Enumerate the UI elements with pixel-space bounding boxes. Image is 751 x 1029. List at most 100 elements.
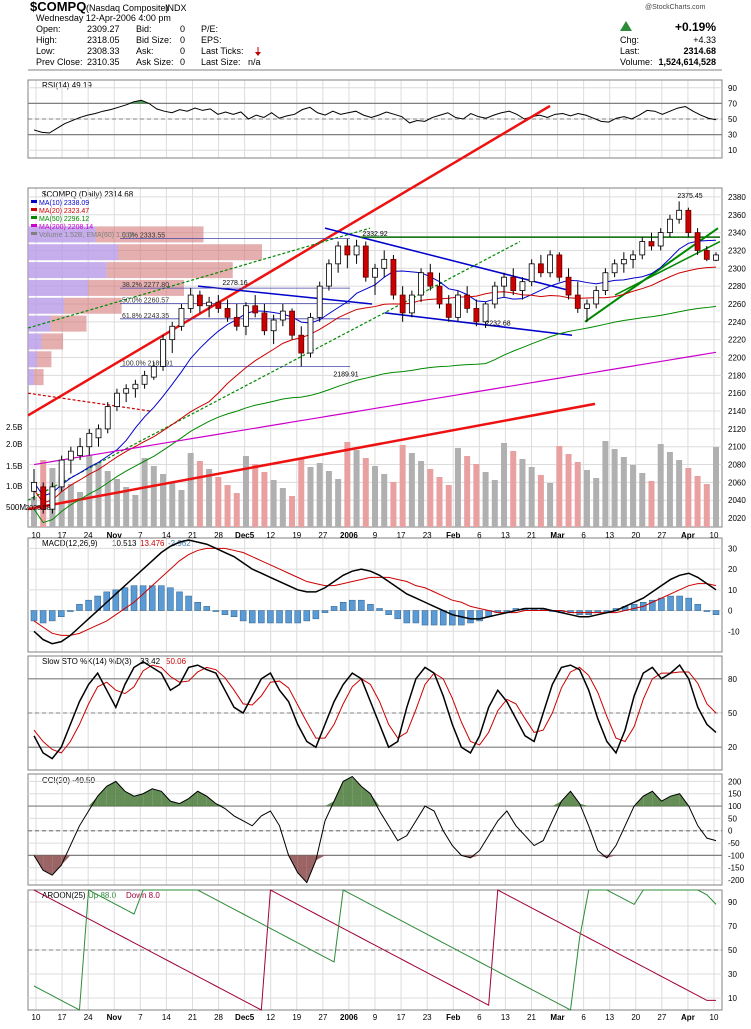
candle-up xyxy=(519,281,526,291)
volume-bar xyxy=(657,444,664,527)
volume-bar xyxy=(279,488,286,527)
last-value: 2314.68 xyxy=(683,46,716,56)
cci-overbought-fill xyxy=(361,786,371,807)
index-name: (Nasdaq Composite) xyxy=(86,3,169,13)
candle-down xyxy=(390,258,397,296)
volume-bar xyxy=(132,495,139,527)
rsi-tick-label: 70 xyxy=(728,99,737,108)
price-tick-label: 2120 xyxy=(728,425,746,434)
x-tick-label-bottom: 9 xyxy=(373,1013,378,1022)
volume-by-price-bar xyxy=(28,351,37,368)
volume-bar xyxy=(602,441,609,527)
cci-overbought-fill xyxy=(179,798,189,807)
candle-up xyxy=(408,294,415,314)
ma200-line xyxy=(33,351,717,466)
macd-histogram-bar xyxy=(476,610,483,622)
x-tick-label-bottom: 27 xyxy=(318,1013,327,1022)
volume-bar xyxy=(206,469,213,527)
x-tick-label-bottom: 19 xyxy=(292,1013,301,1022)
macd-label-hist: -2.962 xyxy=(168,539,191,548)
candle-up xyxy=(123,388,130,394)
aroon-label-name: AROON(25) xyxy=(42,891,86,900)
x-tick-label-bottom: 14 xyxy=(162,1013,171,1022)
lower-trendline xyxy=(27,402,596,511)
macd-histogram-bar xyxy=(503,610,511,612)
volume-bar xyxy=(574,462,581,527)
green-dotted-trend-lower xyxy=(27,240,521,501)
macd-histogram-bar xyxy=(130,585,138,611)
macd-label-name: MACD(12,26,9) xyxy=(42,539,98,548)
price-tick-label: 2240 xyxy=(728,318,746,327)
macd-histogram-bar xyxy=(421,610,429,626)
cci-tick-label: -100 xyxy=(728,851,745,860)
panel-frame-cci xyxy=(27,773,723,886)
volume-by-price-bar xyxy=(28,279,88,296)
candle-down xyxy=(196,294,203,307)
macd-histogram-bar xyxy=(85,599,92,611)
bid-size-label: Bid Size: xyxy=(136,35,172,45)
volume-bar xyxy=(464,456,471,527)
low-value: 2308.33 xyxy=(87,46,120,56)
volume-bar xyxy=(224,485,231,527)
candle-up xyxy=(141,374,148,385)
panel-frame-macd xyxy=(27,537,723,653)
candle-down xyxy=(215,301,222,309)
fib-label: 38.2% 2277.80 xyxy=(122,282,169,289)
macd-tick-label: 20 xyxy=(728,565,737,574)
volume-bar xyxy=(547,483,554,527)
candle-down xyxy=(436,285,443,305)
candle-up xyxy=(620,258,627,265)
volume-by-price-bar-down xyxy=(34,369,44,386)
macd-line xyxy=(33,539,717,645)
volume-bar xyxy=(676,460,683,527)
candle-down xyxy=(565,276,572,296)
volume-value: 1,524,614,528 xyxy=(658,57,716,67)
x-tick-label: 24 xyxy=(84,531,93,540)
cci-overbought-fill xyxy=(661,796,671,807)
volume-bar xyxy=(583,470,590,527)
macd-histogram-bar xyxy=(239,610,247,622)
cci-oversold-fill xyxy=(297,855,307,883)
volume-by-price-bar xyxy=(28,315,51,332)
volume-bar xyxy=(408,453,415,527)
cci-overbought-fill xyxy=(170,801,180,807)
x-tick-label: 21 xyxy=(188,531,197,540)
pe-label: P/E: xyxy=(201,24,218,34)
blue-flag-line xyxy=(197,285,373,305)
date-line: Wednesday 12-Apr-2006 4:00 pm xyxy=(36,13,171,23)
volume-bar xyxy=(335,479,342,527)
candle-up xyxy=(528,263,535,283)
candle-down xyxy=(473,308,480,323)
x-tick-label: 27 xyxy=(318,531,327,540)
volume-bar xyxy=(141,458,148,527)
volume-bar xyxy=(67,484,74,527)
eps-label: EPS: xyxy=(201,35,222,45)
macd-histogram-bar xyxy=(667,595,674,611)
volume-tick-label: 1.0B xyxy=(6,482,22,491)
cci-tick-label: 200 xyxy=(728,777,742,786)
legend-swatch xyxy=(31,224,37,227)
price-tick-label: 2260 xyxy=(728,300,746,309)
cci-tick-label: -150 xyxy=(728,864,745,873)
fib-label: 50.0% 2260.57 xyxy=(122,297,169,304)
candle-up xyxy=(455,294,461,318)
legend-swatch xyxy=(31,208,37,211)
candle-down xyxy=(40,486,47,510)
x-tick-label-bottom: 24 xyxy=(84,1013,93,1022)
x-tick-label-bottom: 2006 xyxy=(340,1013,358,1022)
cci-tick-label: 150 xyxy=(728,790,742,799)
macd-histogram-bar xyxy=(676,595,683,611)
macd-histogram-bar xyxy=(121,587,129,611)
candle-up xyxy=(307,316,314,354)
volume-bar xyxy=(630,465,637,527)
x-tick-label: 13 xyxy=(605,531,614,540)
volume-bar xyxy=(418,461,425,527)
macd-histogram-bar xyxy=(276,610,283,624)
moving-average-line xyxy=(33,305,717,524)
sto-tick-label: 20 xyxy=(728,743,737,752)
price-tick-label: 2080 xyxy=(728,461,746,470)
macd-histogram-bar xyxy=(339,602,347,611)
candle-up xyxy=(667,218,673,234)
aroon-up-line xyxy=(33,889,717,1011)
macd-histogram-bar xyxy=(630,604,638,611)
